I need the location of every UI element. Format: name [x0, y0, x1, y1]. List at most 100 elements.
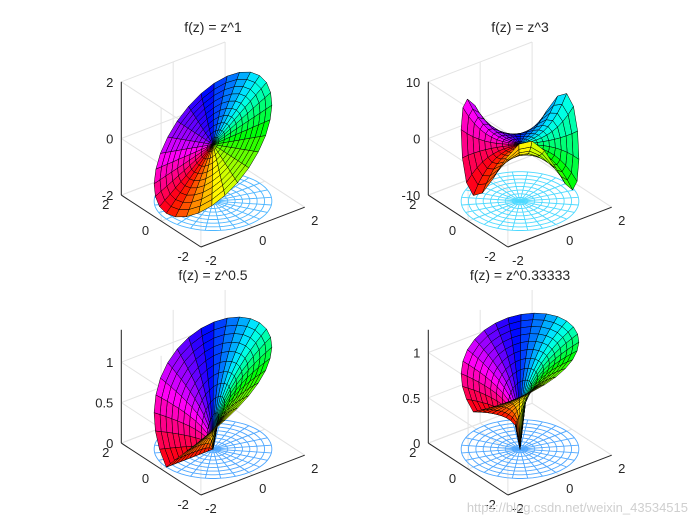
y-tick-label: 0	[449, 471, 456, 486]
mesh-spoke	[483, 425, 521, 450]
mesh-spoke	[497, 448, 521, 477]
mesh-spoke	[190, 448, 214, 477]
surface-patch	[530, 384, 545, 393]
axis-lines	[120, 81, 305, 248]
subplot-title: f(z) = z^1	[184, 19, 242, 35]
mesh-spoke	[212, 448, 260, 468]
mesh-spoke	[483, 448, 521, 473]
mesh-spoke	[212, 430, 260, 450]
mesh-spoke	[497, 173, 521, 202]
subplot-title: f(z) = z^0.33333	[470, 267, 571, 283]
mesh-spoke	[212, 448, 222, 479]
z-tick-label: 2	[106, 75, 113, 90]
x-tick-label: -2	[512, 501, 524, 516]
y-axis-line	[121, 194, 202, 248]
mesh-spoke	[473, 448, 521, 468]
x-axis-line	[200, 454, 305, 496]
surface	[153, 71, 273, 218]
mesh-spoke	[473, 430, 521, 450]
mesh-spoke	[519, 437, 575, 450]
mesh-spoke	[461, 200, 521, 206]
mesh-spoke	[519, 425, 557, 450]
y-tick-label: 0	[142, 223, 149, 238]
x-tick-label: 2	[311, 461, 318, 476]
mesh-spoke	[212, 200, 236, 229]
mesh-spoke	[519, 177, 557, 202]
mesh-spoke	[212, 200, 272, 206]
x-tick-label: 0	[566, 233, 573, 248]
mesh-spoke	[176, 448, 214, 473]
mesh-spoke	[519, 448, 543, 477]
y-tick-label: -2	[177, 249, 189, 264]
mesh-spoke	[511, 448, 521, 479]
floor-mesh	[460, 419, 580, 479]
x-axis-line	[507, 454, 612, 496]
mesh-spoke	[461, 448, 521, 454]
surface-patch	[153, 394, 162, 415]
mesh-spoke	[519, 430, 567, 450]
y-tick-label: -2	[484, 249, 496, 264]
z-tick-label: -2	[102, 188, 114, 203]
z-tick-label: 10	[406, 75, 420, 90]
mesh-spoke	[212, 444, 272, 450]
mesh-spoke	[465, 448, 521, 461]
z-tick-label: 0.5	[402, 391, 420, 406]
mesh-spoke	[212, 448, 250, 473]
mesh-spoke	[465, 200, 521, 213]
mesh-spoke	[519, 200, 543, 229]
surface	[460, 312, 580, 450]
y-tick-label: -2	[484, 497, 496, 512]
x-tick-label: 0	[259, 233, 266, 248]
mesh-spoke	[473, 200, 521, 220]
mesh-spoke	[519, 200, 529, 231]
surface-patch	[153, 412, 162, 432]
surface	[460, 92, 580, 197]
z-tick-label: 0	[413, 436, 420, 451]
mesh-spoke	[519, 200, 567, 220]
z-tick-label: 0.5	[95, 396, 113, 411]
x-tick-label: 0	[259, 481, 266, 496]
y-axis-line	[428, 442, 509, 496]
x-tick-label: 2	[618, 461, 625, 476]
x-tick-label: -2	[205, 501, 217, 516]
mesh-spoke	[519, 182, 567, 202]
surface-patch	[234, 395, 249, 410]
x-tick-label: 0	[566, 481, 573, 496]
mesh-spoke	[519, 448, 579, 454]
mesh-spoke	[212, 425, 250, 450]
subplot-title: f(z) = z^3	[491, 19, 549, 35]
mesh-spoke	[461, 444, 521, 450]
axis-lines	[120, 329, 305, 496]
y-axis-line	[428, 194, 509, 248]
surface-patch	[518, 140, 533, 150]
mesh-spoke	[511, 171, 521, 202]
y-tick-label: 2	[102, 197, 109, 212]
mesh-spoke	[212, 200, 268, 213]
y-tick-label: 0	[142, 471, 149, 486]
mesh-spoke	[461, 196, 521, 202]
mesh-spoke	[483, 200, 521, 225]
mesh-spoke	[497, 200, 521, 229]
mesh-spoke	[212, 200, 250, 225]
x-axis-line	[200, 206, 305, 248]
z-tick-label: -10	[402, 188, 421, 203]
y-tick-label: 2	[409, 445, 416, 460]
mesh-spoke	[204, 448, 214, 479]
x-tick-label: -2	[512, 253, 524, 268]
mesh-spoke	[497, 421, 521, 450]
z-tick-label: 0	[106, 132, 113, 147]
x-tick-label: 2	[311, 213, 318, 228]
mesh-spoke	[212, 448, 272, 454]
mesh-spoke	[519, 421, 543, 450]
mesh-spoke	[212, 421, 236, 450]
tick-labels: -202-202-202	[102, 75, 319, 268]
x-axis-line	[507, 206, 612, 248]
mesh-spoke	[519, 448, 529, 479]
mesh-spoke	[511, 419, 521, 450]
mesh-spoke	[511, 200, 521, 231]
mesh-spoke	[519, 200, 557, 225]
x-tick-label: 2	[618, 213, 625, 228]
